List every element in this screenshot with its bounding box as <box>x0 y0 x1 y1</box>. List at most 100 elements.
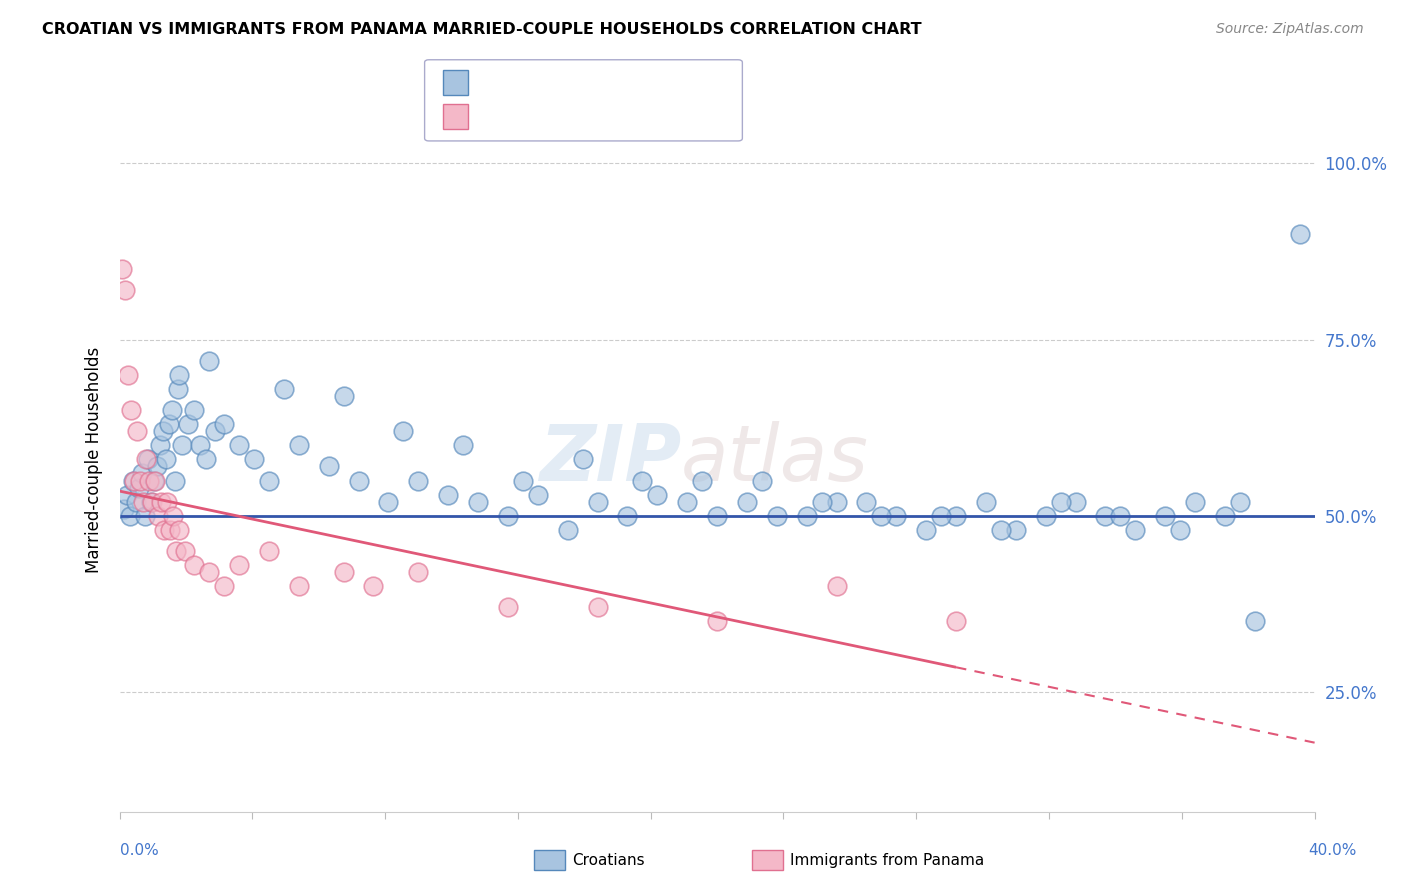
Text: -0.344: -0.344 <box>510 109 565 123</box>
Point <box>188 438 211 452</box>
Point <box>165 544 187 558</box>
Point <box>132 494 155 508</box>
Point <box>134 508 156 523</box>
Point <box>870 508 893 523</box>
Point <box>149 438 172 452</box>
Point <box>122 474 145 488</box>
Point <box>1109 508 1132 523</box>
Point <box>974 494 997 508</box>
Point <box>363 579 385 593</box>
Point <box>377 494 399 508</box>
Point <box>257 544 280 558</box>
Point <box>212 579 235 593</box>
Text: N =: N = <box>567 109 600 123</box>
Point <box>273 382 295 396</box>
Point <box>204 424 226 438</box>
Point <box>111 262 134 277</box>
Point <box>141 494 163 508</box>
Point <box>676 494 699 508</box>
Point <box>136 452 159 467</box>
Point <box>408 474 430 488</box>
Text: Source: ZipAtlas.com: Source: ZipAtlas.com <box>1216 22 1364 37</box>
Point <box>257 474 280 488</box>
Point <box>174 544 197 558</box>
Point <box>1125 523 1147 537</box>
Point <box>148 508 170 523</box>
Point <box>825 494 848 508</box>
Text: 0.000: 0.000 <box>510 76 558 90</box>
Point <box>163 474 186 488</box>
Point <box>1229 494 1251 508</box>
Point <box>945 615 967 629</box>
Text: Croatians: Croatians <box>572 854 645 868</box>
Point <box>118 508 141 523</box>
Point <box>1154 508 1177 523</box>
Point <box>332 565 354 579</box>
Point <box>183 558 205 573</box>
Point <box>139 494 162 508</box>
Point <box>1168 523 1191 537</box>
Point <box>172 438 194 452</box>
Point <box>125 494 148 508</box>
Point <box>929 508 952 523</box>
Point <box>586 494 609 508</box>
Text: N =: N = <box>567 76 600 90</box>
Point <box>156 494 179 508</box>
Point <box>159 523 181 537</box>
Point <box>145 474 166 488</box>
Point <box>825 579 848 593</box>
Point <box>142 474 165 488</box>
Point <box>496 508 519 523</box>
Point <box>886 508 908 523</box>
Text: 40.0%: 40.0% <box>1309 843 1357 857</box>
Point <box>121 403 143 417</box>
Point <box>115 487 138 501</box>
Point <box>1035 508 1057 523</box>
Point <box>990 523 1012 537</box>
Point <box>1184 494 1206 508</box>
Point <box>160 403 183 417</box>
Point <box>451 438 474 452</box>
Point <box>228 438 250 452</box>
Point <box>1049 494 1071 508</box>
Text: ZIP: ZIP <box>538 421 682 498</box>
Point <box>152 424 174 438</box>
Text: 82: 82 <box>600 76 621 90</box>
Point <box>347 474 370 488</box>
Point <box>751 474 773 488</box>
Point <box>128 481 150 495</box>
Point <box>706 615 728 629</box>
Point <box>243 452 266 467</box>
Point <box>169 523 191 537</box>
Point <box>131 467 153 481</box>
Text: atlas: atlas <box>682 421 869 498</box>
Point <box>177 417 200 431</box>
Text: 0.0%: 0.0% <box>120 843 159 857</box>
Point <box>496 600 519 615</box>
Point <box>1213 508 1236 523</box>
Point <box>735 494 758 508</box>
Point <box>169 368 191 382</box>
Point <box>157 417 180 431</box>
Point <box>129 474 152 488</box>
Point <box>392 424 415 438</box>
Text: 35: 35 <box>600 109 621 123</box>
Point <box>127 424 149 438</box>
Point <box>150 494 173 508</box>
Point <box>288 579 311 593</box>
Point <box>616 508 638 523</box>
Point <box>631 474 654 488</box>
Point <box>198 565 221 579</box>
Point <box>586 600 609 615</box>
Point <box>117 368 139 382</box>
Point <box>557 523 579 537</box>
Point <box>135 452 157 467</box>
Text: R =: R = <box>475 109 509 123</box>
Point <box>155 452 177 467</box>
Point <box>198 353 221 368</box>
Point <box>183 403 205 417</box>
Point <box>146 459 169 474</box>
Point <box>467 494 489 508</box>
Text: Immigrants from Panama: Immigrants from Panama <box>790 854 984 868</box>
Y-axis label: Married-couple Households: Married-couple Households <box>84 346 103 573</box>
